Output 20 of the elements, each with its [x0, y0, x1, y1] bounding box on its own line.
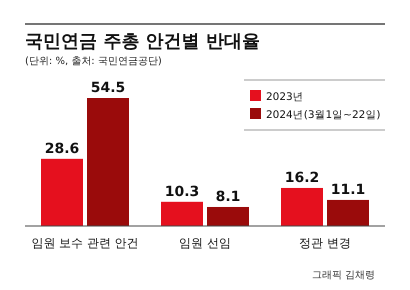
bar	[327, 200, 369, 226]
data-label: 11.1	[330, 182, 366, 198]
x-tick-label: 정관 변경	[299, 236, 351, 250]
data-label: 8.1	[216, 188, 240, 205]
bar	[207, 206, 249, 226]
bar	[41, 158, 83, 226]
bar	[281, 188, 323, 226]
bar	[161, 202, 203, 226]
bar	[87, 98, 129, 226]
legend-label: 2024년(3월1일~22일)	[266, 109, 380, 121]
text: 그래픽 김채령	[312, 270, 375, 281]
legend-label: 2023년	[266, 91, 304, 103]
chart-subtitle: (단위: %, 출처: 국민연금공단)	[25, 56, 162, 67]
chart-title: 국민연금 주총 안건별 반대율	[25, 31, 260, 52]
data-label: 54.5	[90, 80, 126, 96]
data-label: 28.6	[44, 140, 80, 157]
x-tick-label: 임원 선임	[179, 236, 231, 250]
data-label: 10.3	[164, 184, 200, 200]
x-tick-label: 임원 보수 관련 안건	[31, 236, 139, 250]
data-label: 16.2	[284, 170, 320, 186]
